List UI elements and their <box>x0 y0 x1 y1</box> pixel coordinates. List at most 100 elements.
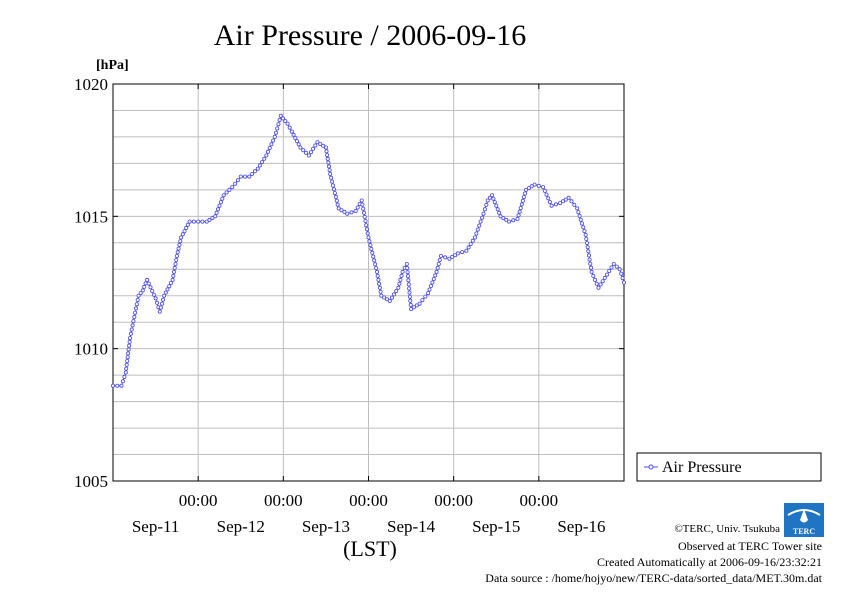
data-point <box>364 227 369 232</box>
data-point <box>371 254 376 259</box>
terc-logo: TERC <box>784 503 824 537</box>
logo-drop <box>800 509 808 523</box>
data-point <box>271 138 276 143</box>
data-point <box>330 179 335 184</box>
data-point <box>115 383 120 388</box>
data-point <box>227 187 232 192</box>
data-point <box>238 174 243 179</box>
data-point <box>171 273 176 278</box>
data-point <box>519 202 524 207</box>
data-point <box>464 248 469 253</box>
data-point <box>517 209 522 214</box>
data-point <box>277 118 282 123</box>
data-point <box>187 219 192 224</box>
data-point <box>585 245 590 250</box>
data-point <box>414 303 419 308</box>
data-point <box>480 215 485 220</box>
data-point <box>366 235 371 240</box>
x-axis-label: (LST) <box>343 536 397 561</box>
x-date-label: Sep-14 <box>387 517 436 536</box>
data-point <box>541 185 546 190</box>
data-point <box>289 129 294 134</box>
data-point <box>498 214 503 219</box>
data-point <box>247 174 252 179</box>
data-point <box>605 272 610 277</box>
data-point <box>478 219 483 224</box>
data-point <box>572 202 577 207</box>
data-point <box>620 276 625 281</box>
data-point <box>561 199 566 204</box>
data-point <box>273 130 278 135</box>
data-point <box>481 211 486 216</box>
data-point <box>122 374 127 379</box>
data-point <box>566 195 571 200</box>
data-point <box>311 146 316 151</box>
data-point <box>296 142 301 147</box>
data-point <box>485 198 490 203</box>
data-point <box>491 196 496 201</box>
air-pressure-series <box>111 113 627 388</box>
x-time-label: 00:00 <box>179 491 218 510</box>
data-point <box>408 298 413 303</box>
data-point <box>434 269 439 274</box>
data-point <box>158 305 163 310</box>
x-time-label: 00:00 <box>434 491 473 510</box>
legend-marker <box>648 464 654 470</box>
data-point <box>168 280 173 285</box>
data-point <box>583 232 588 237</box>
data-point <box>293 135 298 140</box>
data-point <box>125 355 130 360</box>
data-point <box>587 253 592 258</box>
data-point <box>250 171 255 176</box>
data-point <box>174 257 179 262</box>
data-point <box>328 171 333 176</box>
data-point <box>265 149 270 154</box>
data-point <box>128 331 133 336</box>
data-point <box>324 149 329 154</box>
data-point <box>145 277 150 282</box>
data-point <box>210 216 215 221</box>
data-point <box>585 241 590 246</box>
data-point <box>334 198 339 203</box>
data-point <box>397 281 402 286</box>
data-point <box>283 119 288 124</box>
data-point <box>407 290 412 295</box>
data-point <box>174 253 179 258</box>
data-point <box>272 134 277 139</box>
data-point <box>526 186 531 191</box>
chart-title: Air Pressure / 2006-09-16 <box>214 19 526 52</box>
data-point <box>123 370 128 375</box>
data-point <box>607 268 612 273</box>
data-point <box>217 203 222 208</box>
legend: Air Pressure <box>636 452 822 482</box>
data-point <box>435 265 440 270</box>
data-point <box>142 284 147 289</box>
data-point <box>327 168 332 173</box>
data-point <box>427 287 432 292</box>
data-point <box>591 273 596 278</box>
data-point <box>321 143 326 148</box>
data-point <box>506 219 511 224</box>
data-point <box>255 166 260 171</box>
data-point <box>609 265 614 270</box>
data-point <box>436 261 441 266</box>
x-date-label: Sep-12 <box>217 517 265 536</box>
data-point <box>184 225 189 230</box>
data-point <box>345 211 350 216</box>
data-point <box>518 206 523 211</box>
data-point <box>326 160 331 165</box>
data-point <box>576 210 581 215</box>
data-point <box>373 262 378 267</box>
data-point <box>370 250 375 255</box>
data-point <box>176 246 181 251</box>
data-point <box>377 285 382 290</box>
data-point <box>196 219 201 224</box>
data-point <box>329 175 334 180</box>
data-point <box>523 191 528 196</box>
data-point <box>396 285 401 290</box>
data-point <box>215 207 220 212</box>
data-point <box>484 202 489 207</box>
data-point <box>111 383 116 388</box>
data-point <box>405 274 410 279</box>
data-point <box>593 277 598 282</box>
